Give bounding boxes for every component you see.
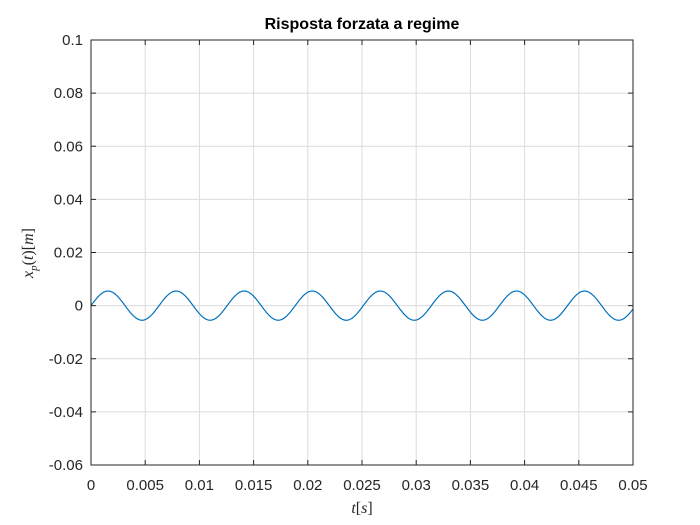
y-tick-label: 0.04 — [54, 191, 83, 208]
y-tick-label: 0 — [75, 298, 83, 315]
y-axis-label: xp(t)[m] — [20, 228, 40, 279]
series-line — [90, 290, 634, 321]
x-tick-label: 0.05 — [618, 477, 647, 494]
series-group — [90, 290, 634, 321]
y-tick-label: -0.04 — [49, 404, 83, 421]
x-tick-label: 0.02 — [293, 477, 322, 494]
y-tick-label: -0.06 — [49, 457, 83, 474]
tick-labels: 0 0.005 0.01 0.015 0.02 0.025 0.03 0.035 0.04 0.0… — [49, 32, 648, 494]
x-tick-label: 0.03 — [402, 477, 431, 494]
x-tick-label: 0.015 — [235, 477, 273, 494]
x-tick-label: 0.01 — [185, 477, 214, 494]
y-tick-label: 0.06 — [54, 138, 83, 155]
x-tick-label: 0 — [87, 477, 95, 494]
tick-marks — [90, 39, 634, 466]
y-tick-label: -0.02 — [49, 351, 83, 368]
x-tick-label: 0.045 — [560, 477, 598, 494]
x-tick-label: 0.005 — [126, 477, 164, 494]
y-tick-label: 0.08 — [54, 85, 83, 102]
y-tick-label: 0.02 — [54, 245, 83, 262]
x-axis-label: t[s] — [351, 500, 372, 517]
chart-title: Risposta forzata a regime — [265, 16, 460, 33]
y-tick-label: 0.1 — [62, 32, 83, 49]
x-tick-label: 0.04 — [510, 477, 539, 494]
x-tick-label: 0.035 — [452, 477, 490, 494]
x-tick-label: 0.025 — [343, 477, 381, 494]
